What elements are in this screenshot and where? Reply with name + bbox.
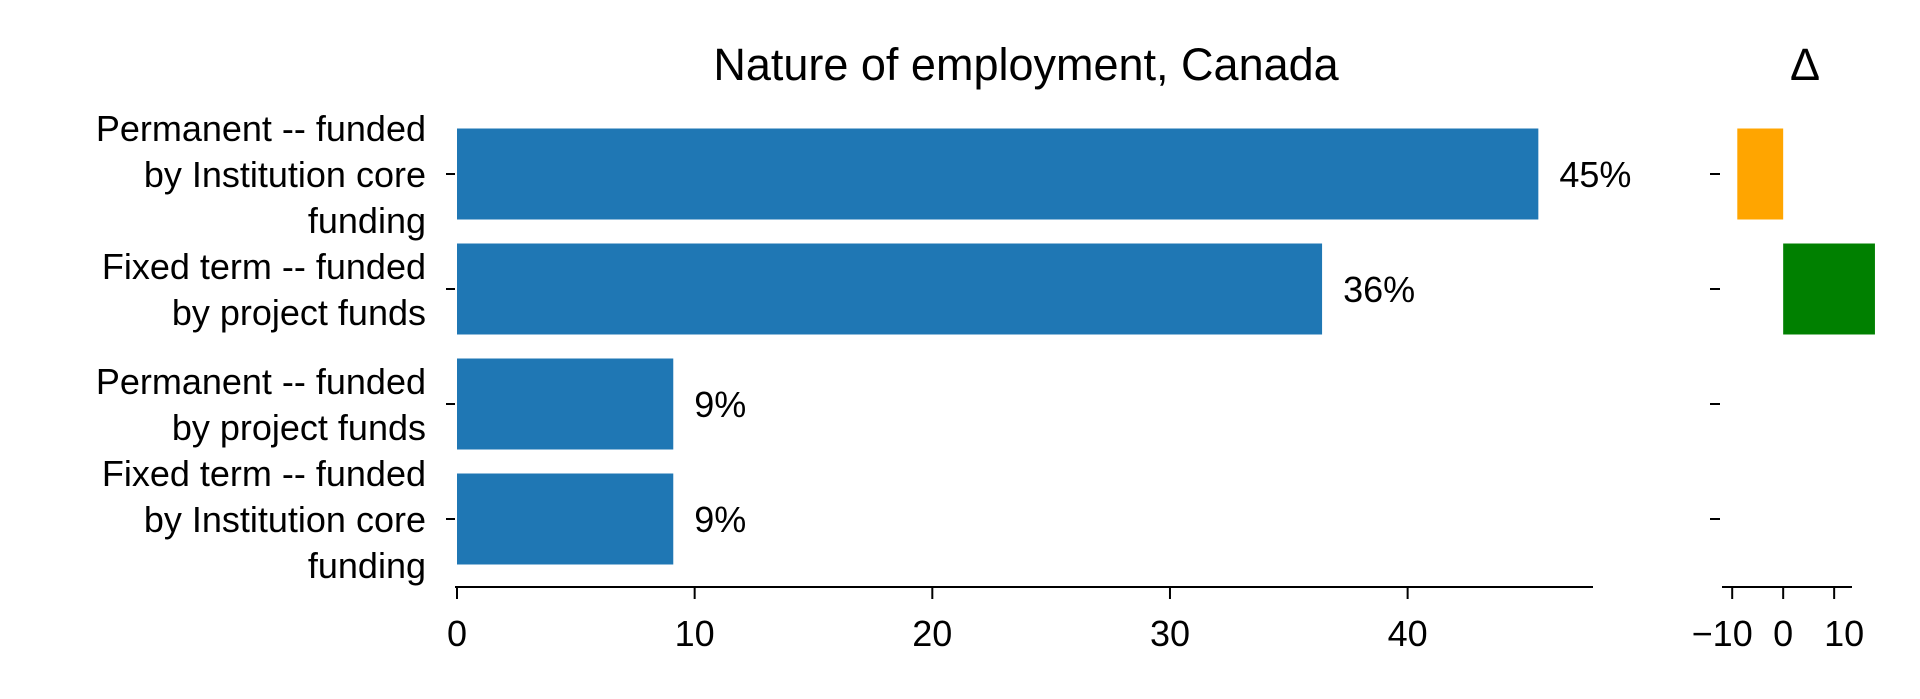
category-labels: Permanent -- funded by Institution core fu… xyxy=(96,108,426,586)
data-label: 45% xyxy=(1559,154,1631,195)
category-label: Fixed term -- funded by project funds xyxy=(102,246,426,333)
data-label: 9% xyxy=(694,384,746,425)
main-y-ticks xyxy=(446,173,455,520)
delta-x-ticks: −10 0 10 xyxy=(1692,587,1864,654)
x-tick-label: 40 xyxy=(1388,613,1428,654)
category-label-line: funding xyxy=(308,545,426,586)
delta-bar-panel: Δ −10 0 10 xyxy=(1692,39,1875,654)
x-tick-label: 30 xyxy=(1150,613,1190,654)
category-label-line: by Institution core xyxy=(144,499,426,540)
category-label: Fixed term -- funded by Institution core f… xyxy=(102,453,426,586)
category-label-line: funding xyxy=(308,200,426,241)
delta-x-tick-label: 10 xyxy=(1824,613,1864,654)
delta-x-tick-label: −10 xyxy=(1692,613,1753,654)
data-label: 36% xyxy=(1343,269,1415,310)
x-tick-label: 0 xyxy=(447,613,467,654)
category-label-line: Permanent -- funded xyxy=(96,361,426,402)
delta-bar xyxy=(1783,243,1875,335)
delta-title: Δ xyxy=(1790,39,1820,90)
category-label: Permanent -- funded by project funds xyxy=(96,361,426,448)
bar xyxy=(457,243,1323,335)
category-label: Permanent -- funded by Institution core fu… xyxy=(96,108,426,241)
main-bar-panel: Nature of employment, Canada Permanent -… xyxy=(96,39,1632,654)
delta-bar xyxy=(1737,128,1784,220)
x-tick-label: 20 xyxy=(912,613,952,654)
main-x-ticks: 0 10 20 30 40 xyxy=(447,587,1428,654)
bar xyxy=(457,128,1539,220)
category-label-line: Fixed term -- funded xyxy=(102,246,426,287)
category-label-line: by project funds xyxy=(172,292,426,333)
category-label-line: Permanent -- funded xyxy=(96,108,426,149)
category-label-line: by project funds xyxy=(172,407,426,448)
category-label-line: by Institution core xyxy=(144,154,426,195)
data-label: 9% xyxy=(694,499,746,540)
delta-x-tick-label: 0 xyxy=(1773,613,1793,654)
chart-title: Nature of employment, Canada xyxy=(713,39,1339,90)
delta-y-ticks xyxy=(1710,173,1720,520)
delta-bars xyxy=(1737,128,1875,335)
data-labels: 45% 36% 9% 9% xyxy=(694,154,1631,540)
category-label-line: Fixed term -- funded xyxy=(102,453,426,494)
main-bars xyxy=(457,128,1539,565)
bar xyxy=(457,473,674,565)
bar xyxy=(457,358,674,450)
x-tick-label: 10 xyxy=(675,613,715,654)
